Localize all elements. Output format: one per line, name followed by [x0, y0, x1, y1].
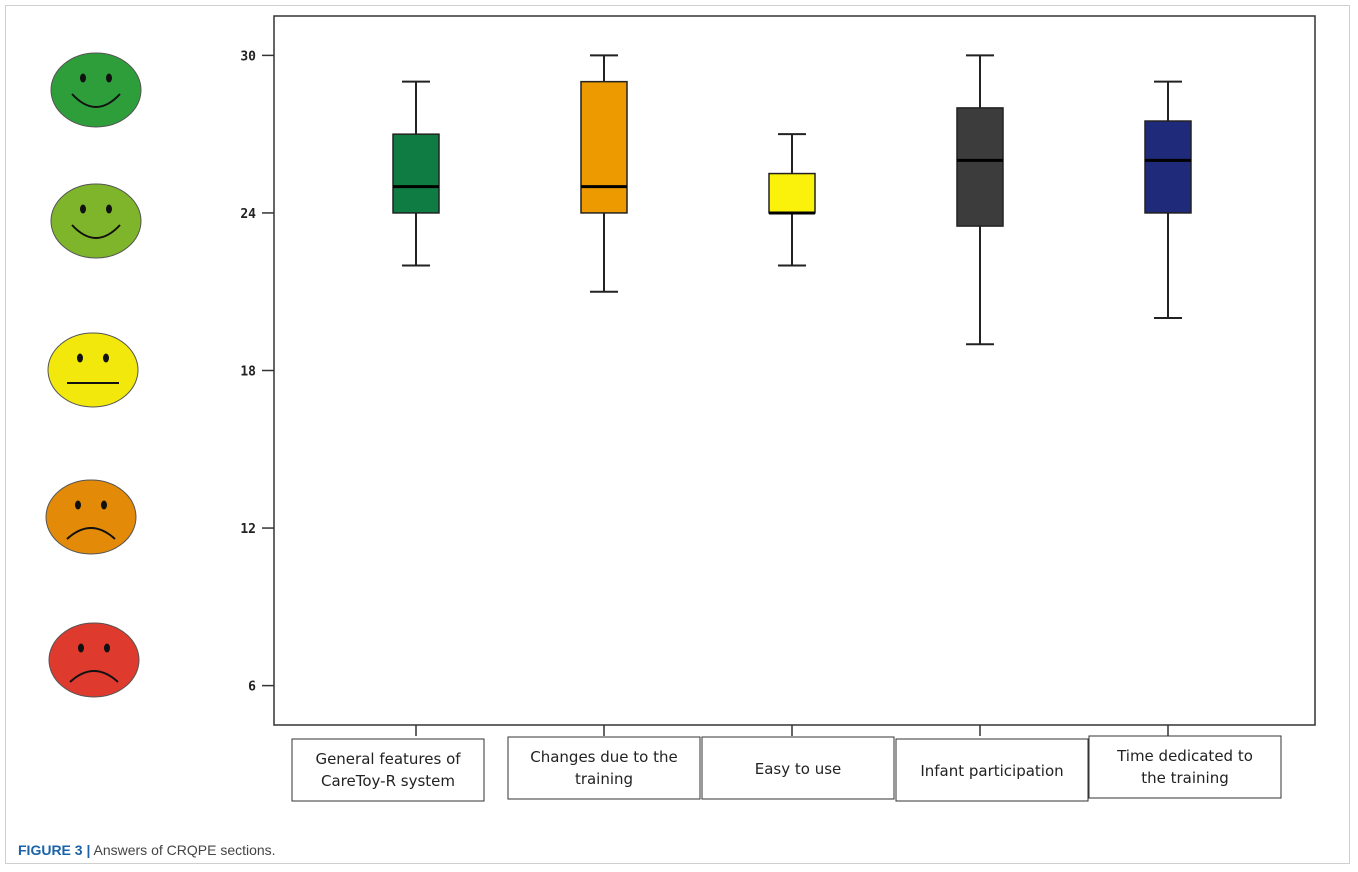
category-label-box [1088, 735, 1282, 799]
category-label-3: Easy to use [701, 736, 895, 800]
face-eye [101, 500, 107, 510]
category-label-1: General features of CareToy-R system [291, 738, 485, 802]
very-happy-face-icon [50, 52, 142, 128]
y-tick-label: 6 [248, 680, 256, 695]
y-tick-label: 18 [240, 365, 256, 380]
category-label-box [701, 736, 895, 800]
face-eye [104, 643, 110, 653]
figure-caption: FIGURE 3 | Answers of CRQPE sections. [18, 842, 276, 858]
box-plot-5 [1144, 80, 1192, 736]
face-mouth [69, 670, 119, 683]
face-shape [45, 479, 137, 555]
iqr-box [1144, 120, 1192, 214]
iqr-box [392, 133, 440, 214]
face-eye [106, 73, 112, 83]
face-eye [103, 353, 109, 363]
face-eye [75, 500, 81, 510]
category-label-line: Changes due to the [530, 748, 677, 766]
caption-label: FIGURE 3 | [18, 842, 91, 858]
iqr-box [580, 80, 628, 214]
face-mouth [71, 93, 121, 108]
y-axis: 6 12 18 24 30 [240, 49, 274, 695]
box-plot-3 [768, 133, 816, 736]
category-label-box [291, 738, 485, 802]
category-label-line: the training [1141, 769, 1229, 787]
category-label-line: Time dedicated to [1116, 747, 1253, 765]
category-label-box [895, 738, 1089, 802]
box-plot-4 [956, 54, 1004, 736]
category-label-line: General features of [315, 750, 461, 768]
neutral-face-icon [47, 332, 139, 408]
category-label-4: Infant participation [895, 738, 1089, 802]
face-eye [78, 643, 84, 653]
face-shape [50, 52, 142, 128]
face-eye [106, 204, 112, 214]
caption-text: Answers of CRQPE sections. [93, 842, 276, 858]
category-label-line: Easy to use [755, 760, 842, 778]
sad-face-icon [45, 479, 137, 555]
face-shape [48, 622, 140, 698]
category-label-line: training [575, 770, 633, 788]
mood-faces-scale [45, 52, 142, 698]
box-plot-1 [392, 80, 440, 736]
figure-frame [5, 5, 1350, 864]
face-eye [77, 353, 83, 363]
category-labels: General features of CareToy-R system Chang… [291, 735, 1282, 802]
face-mouth [71, 224, 121, 239]
category-label-2: Changes due to the training [507, 736, 701, 800]
category-label-5: Time dedicated to the training [1088, 735, 1282, 799]
category-label-line: Infant participation [920, 762, 1063, 780]
category-label-line: CareToy-R system [321, 772, 455, 790]
box-plot-2 [580, 54, 628, 736]
face-shape [47, 332, 139, 408]
iqr-box [768, 172, 816, 214]
y-tick-label: 30 [240, 49, 256, 64]
face-mouth [66, 527, 116, 540]
category-label-box [507, 736, 701, 800]
box-plots [392, 54, 1192, 736]
face-eye [80, 73, 86, 83]
y-tick-label: 24 [240, 207, 256, 222]
face-shape [50, 183, 142, 259]
very-sad-face-icon [48, 622, 140, 698]
happy-face-icon [50, 183, 142, 259]
face-eye [80, 204, 86, 214]
iqr-box [956, 107, 1004, 227]
y-tick-label: 12 [240, 522, 256, 537]
